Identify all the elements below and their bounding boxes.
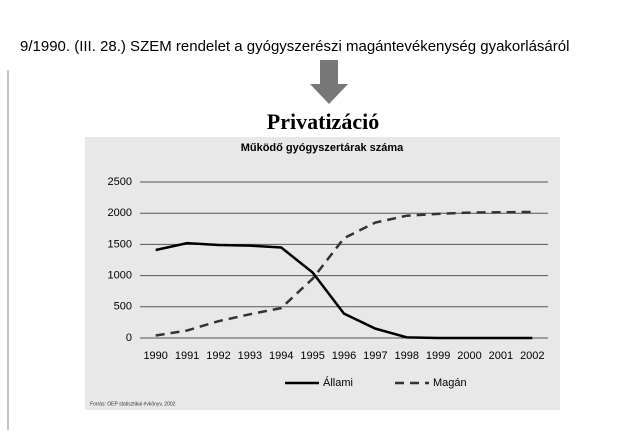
- x-tick-label: 1990: [143, 350, 167, 362]
- decree-text: 9/1990. (III. 28.) SZEM rendelet a gyógy…: [20, 38, 569, 55]
- heading: Privatizáció: [267, 109, 379, 134]
- x-tick-label: 2001: [489, 350, 513, 362]
- legend-label: Magán: [433, 377, 467, 389]
- x-tick-label: 1994: [269, 350, 293, 362]
- series-line: [155, 241, 533, 340]
- y-tick-label: 2000: [108, 207, 132, 219]
- series-line: [155, 210, 533, 337]
- x-tick-label: 1996: [332, 350, 356, 362]
- x-tick-label: 1999: [426, 350, 450, 362]
- arrow: [310, 60, 348, 104]
- x-tick-label: 1997: [363, 350, 387, 362]
- legend-label: Állami: [323, 376, 353, 389]
- x-tick-label: 1991: [175, 350, 199, 362]
- x-tick-label: 2002: [520, 350, 544, 362]
- x-tick-label: 1993: [238, 350, 262, 362]
- x-tick-label: 2000: [457, 350, 481, 362]
- source-note: Forrás: OEP statisztikai évkönyv, 2002: [90, 401, 176, 407]
- y-tick-label: 1500: [108, 238, 132, 250]
- y-tick-label: 1000: [108, 270, 132, 282]
- y-tick-label: 2500: [108, 176, 132, 188]
- chart-title: Működő gyógyszertárak száma: [241, 142, 404, 154]
- chart-background: [85, 137, 560, 410]
- y-tick-label: 500: [114, 301, 132, 313]
- x-tick-label: 1995: [300, 350, 324, 362]
- y-tick-label: 0: [126, 332, 132, 344]
- x-tick-label: 1992: [206, 350, 230, 362]
- x-tick-label: 1998: [395, 350, 419, 362]
